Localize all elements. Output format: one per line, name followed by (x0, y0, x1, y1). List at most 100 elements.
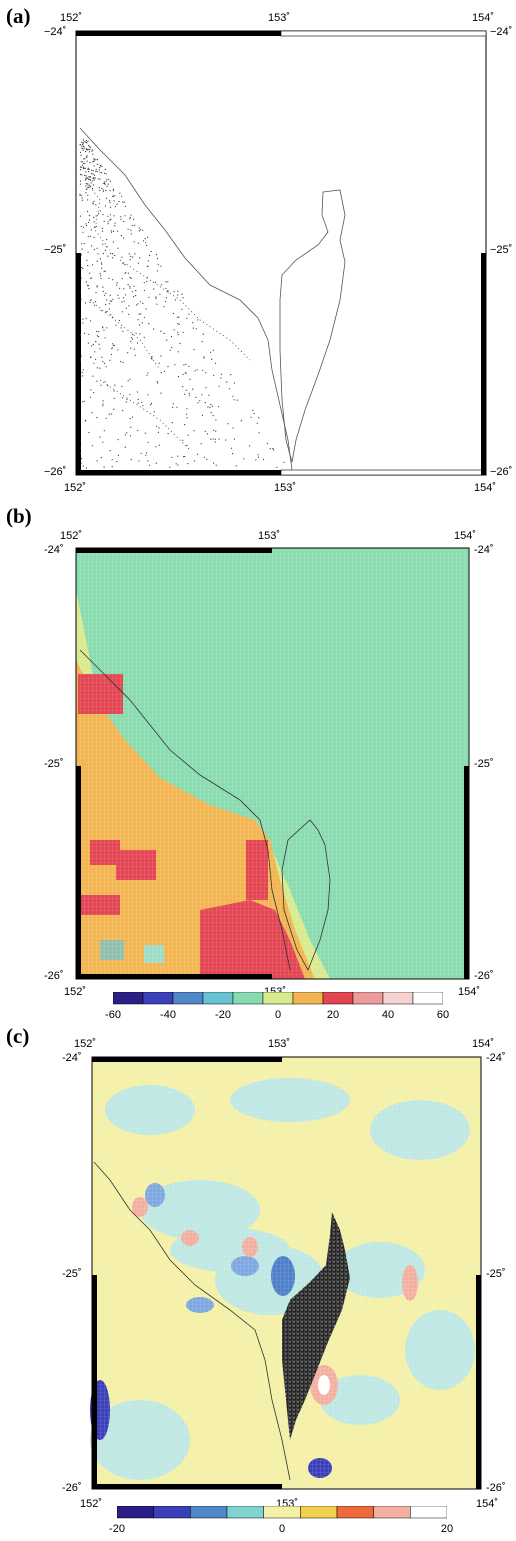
river-dot (93, 392, 95, 394)
river-dot (95, 204, 97, 206)
river-dot (105, 197, 108, 199)
river-dot (184, 456, 186, 458)
river-dot (256, 422, 258, 424)
river-dot (114, 222, 116, 224)
river-dot (85, 281, 87, 283)
river-dot (80, 298, 82, 300)
river-dot (138, 227, 140, 229)
river-dot (177, 323, 179, 325)
river-dot (96, 367, 98, 369)
river-dot (182, 439, 184, 441)
x-tick-bottom: 153˚ (274, 482, 297, 494)
river-dot (109, 201, 111, 204)
river-dot (81, 243, 83, 245)
river-dot (160, 330, 162, 332)
river-dot (91, 245, 93, 247)
river-dot (233, 399, 235, 401)
river-dot (151, 358, 153, 360)
river-dot (112, 188, 114, 190)
river-dot (143, 316, 145, 318)
river-dot (105, 292, 107, 294)
river-dot (112, 195, 114, 197)
river-dot (87, 194, 89, 196)
river-dot (179, 342, 181, 345)
river-dot (160, 371, 162, 374)
river-dot (102, 441, 104, 443)
river-dot (85, 148, 87, 150)
river-dot (128, 313, 130, 315)
river-dot (80, 154, 82, 156)
colorbar-swatch (300, 1506, 338, 1519)
river-dot (111, 348, 113, 350)
river-dot (101, 263, 103, 265)
river-dot (129, 418, 131, 420)
river-dot (99, 167, 101, 169)
river-dot (128, 305, 130, 307)
river-dot (167, 291, 169, 293)
river-dot (130, 347, 132, 349)
river-dot (187, 434, 189, 436)
river-dot (257, 456, 259, 458)
river-dot (100, 277, 102, 279)
river-dot (90, 320, 92, 322)
river-dot (87, 187, 89, 189)
river-dot (175, 463, 177, 465)
river-dot (88, 178, 90, 180)
river-dot (101, 356, 103, 358)
river-dot (113, 215, 115, 217)
colorbar-swatch (336, 1506, 374, 1519)
river-dot (83, 168, 85, 170)
river-dot (113, 195, 115, 197)
river-dot (105, 246, 107, 248)
river-dot (203, 356, 205, 358)
river-dot (130, 233, 132, 235)
river-dot (97, 336, 100, 338)
river-dot (206, 458, 208, 460)
river-dot (158, 444, 160, 446)
river-dot (210, 403, 212, 406)
x-tick-top: 154˚ (472, 1038, 495, 1050)
river-dot (91, 173, 93, 175)
river-dot (153, 411, 155, 413)
river-dot (146, 265, 148, 267)
river-dot (137, 262, 139, 264)
river-dot (148, 296, 150, 298)
river-dot (98, 213, 100, 215)
river-dot (99, 436, 101, 438)
river-dot (158, 427, 160, 429)
river-dot (230, 374, 232, 376)
river-dot (85, 192, 87, 194)
river-dot (133, 218, 135, 220)
river-dot (187, 463, 189, 465)
river-dot (186, 408, 188, 410)
river-dot (103, 430, 105, 432)
river-dot (86, 284, 88, 286)
river-dot (243, 458, 245, 460)
river-dot (174, 299, 176, 301)
river-dot (147, 441, 149, 443)
river-dot (218, 406, 220, 408)
river-dot (121, 301, 123, 303)
river-dot (120, 327, 122, 329)
river-dot (186, 417, 188, 419)
river-dot (133, 285, 135, 287)
river-dot (89, 162, 91, 164)
river-dot (86, 224, 88, 227)
x-tick-bottom: 154˚ (474, 482, 497, 494)
river-dot (120, 235, 122, 237)
river-dot (172, 312, 174, 315)
river-dot (204, 402, 206, 404)
river-dot (188, 394, 191, 396)
river-dot (117, 454, 119, 456)
river-dot (85, 223, 87, 225)
x-tick-top: 153˚ (268, 1038, 291, 1050)
river-dot (91, 169, 93, 171)
river-dot (124, 434, 126, 436)
river-dot (220, 377, 222, 379)
y-tick-left: -26˚ (62, 1482, 82, 1494)
river-dot (132, 256, 134, 258)
river-dot (111, 257, 114, 259)
river-dot (83, 226, 85, 228)
river-dot (119, 192, 121, 194)
river-dot (138, 324, 141, 326)
